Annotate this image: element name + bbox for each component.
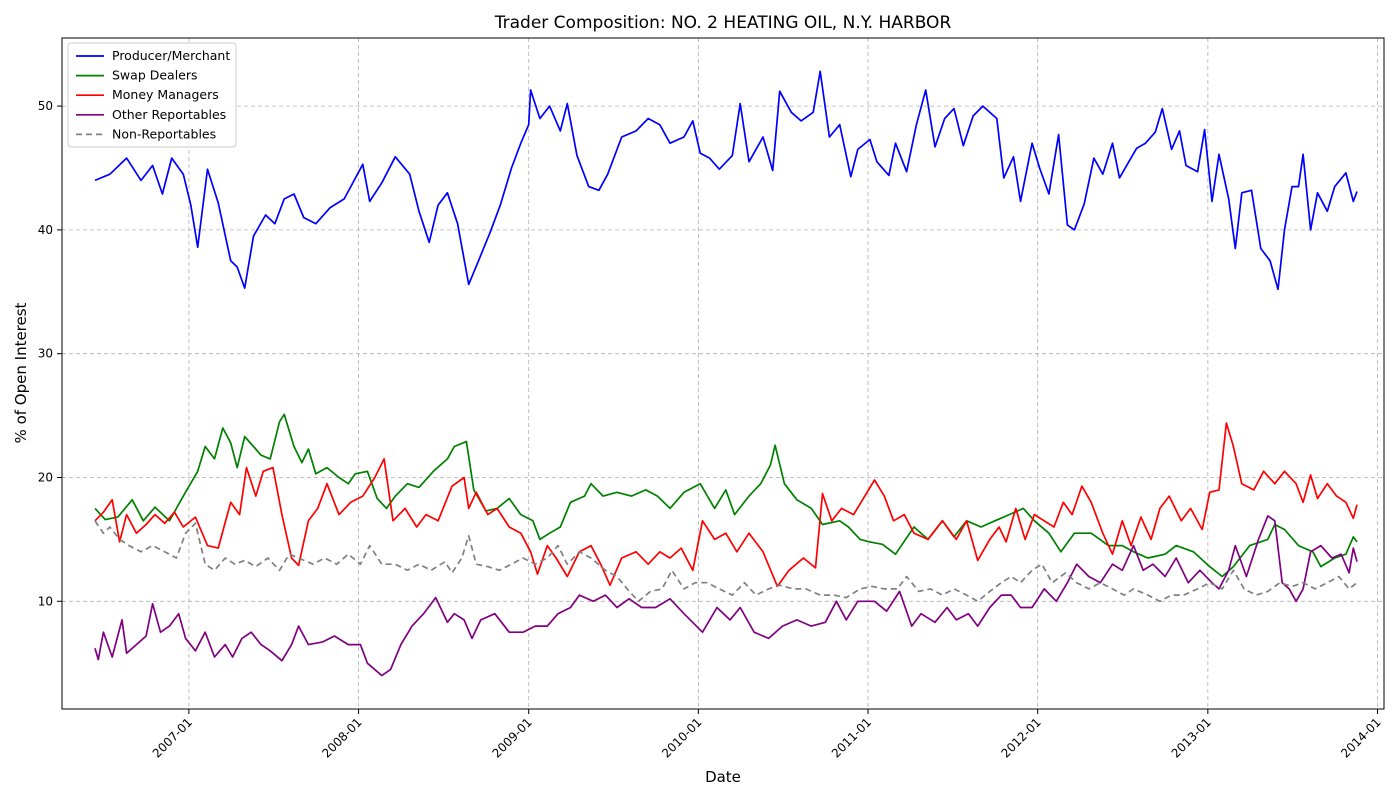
x-tick-label: 2010-01 — [659, 715, 704, 760]
series-line-money-managers — [94, 422, 1358, 588]
x-axis-label: Date — [705, 768, 741, 786]
series-line-non-reportables — [94, 520, 1358, 603]
series-line-other-reportables — [94, 515, 1358, 677]
y-axis-label: % of Open Interest — [12, 302, 30, 443]
grid — [62, 38, 1384, 709]
legend-label: Non-Reportables — [112, 126, 216, 141]
y-tick-label: 50 — [38, 99, 53, 113]
x-tick-label: 2012-01 — [998, 715, 1043, 760]
chart-title: Trader Composition: NO. 2 HEATING OIL, N… — [494, 13, 952, 33]
legend-label: Swap Dealers — [112, 68, 198, 83]
y-tick-label: 30 — [38, 347, 53, 361]
y-axis: 10 20 30 40 50 — [38, 99, 62, 608]
x-tick-label: 2008-01 — [319, 715, 364, 760]
legend-label: Money Managers — [112, 87, 219, 102]
x-axis: 2007-01 2008-01 2009-01 2010-01 2011-01 2012-… — [150, 709, 1384, 761]
legend: Producer/Merchant Swap Dealers Money Manag… — [67, 42, 237, 148]
y-tick-label: 20 — [38, 470, 53, 484]
x-tick-label: 2007-01 — [150, 715, 195, 760]
x-tick-label: 2011-01 — [829, 715, 874, 760]
plot-area-frame — [61, 37, 1385, 710]
series-lines — [94, 70, 1358, 677]
legend-label: Producer/Merchant — [112, 48, 230, 63]
series-line-producer-merchant — [94, 70, 1358, 291]
x-tick-label: 2013-01 — [1169, 715, 1214, 760]
legend-label: Other Reportables — [112, 107, 226, 122]
y-tick-label: 40 — [38, 223, 53, 237]
legend-box — [67, 42, 237, 148]
series-line-swap-dealers — [94, 413, 1358, 578]
x-tick-label: 2014-01 — [1338, 715, 1383, 760]
y-tick-label: 10 — [38, 594, 53, 608]
x-tick-label: 2009-01 — [489, 715, 534, 760]
